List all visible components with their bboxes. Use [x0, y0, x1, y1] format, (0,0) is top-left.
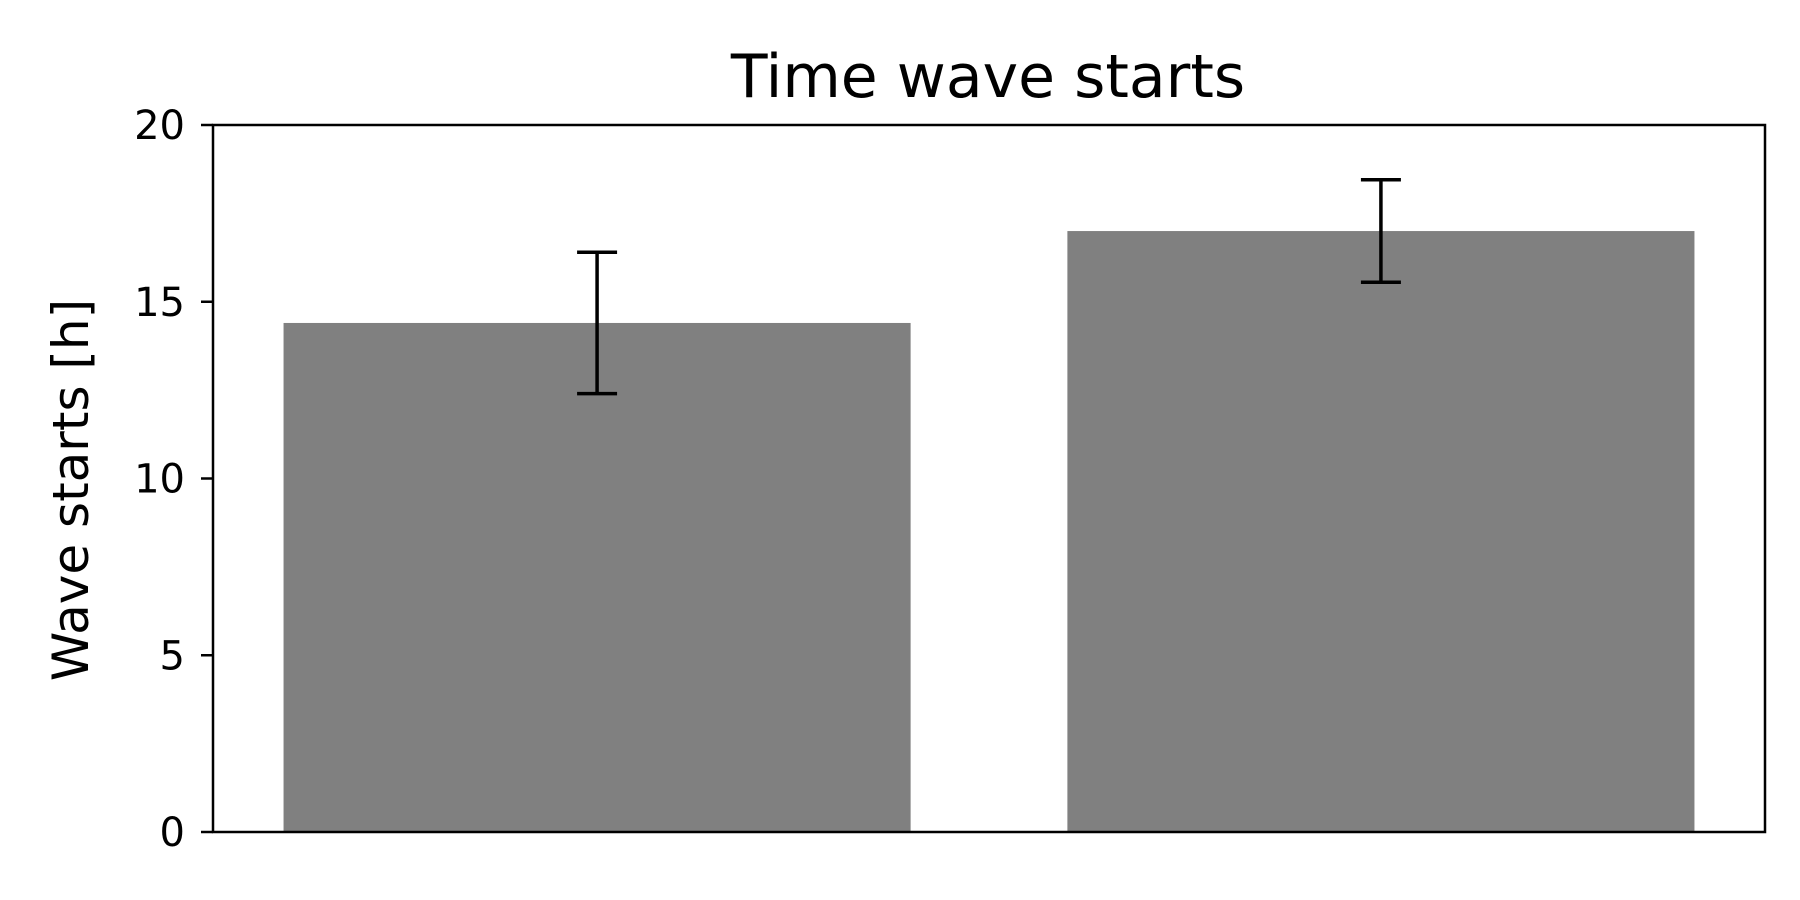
y-axis-label: Wave starts [h] — [42, 299, 100, 681]
y-tick-label-15: 15 — [134, 280, 185, 326]
bar-1 — [283, 322, 911, 832]
y-tick-label-5: 5 — [160, 633, 185, 679]
y-tick-label-10: 10 — [134, 457, 185, 503]
bar-2 — [1067, 231, 1695, 833]
y-tick-label-0: 0 — [160, 810, 185, 856]
chart-title: Time wave starts — [730, 42, 1245, 112]
plot-area — [283, 178, 1695, 833]
axes-frame — [211, 123, 1767, 834]
y-axis-ticks: 0 5 10 15 20 — [134, 103, 213, 856]
y-tick-label-20: 20 — [134, 103, 185, 149]
